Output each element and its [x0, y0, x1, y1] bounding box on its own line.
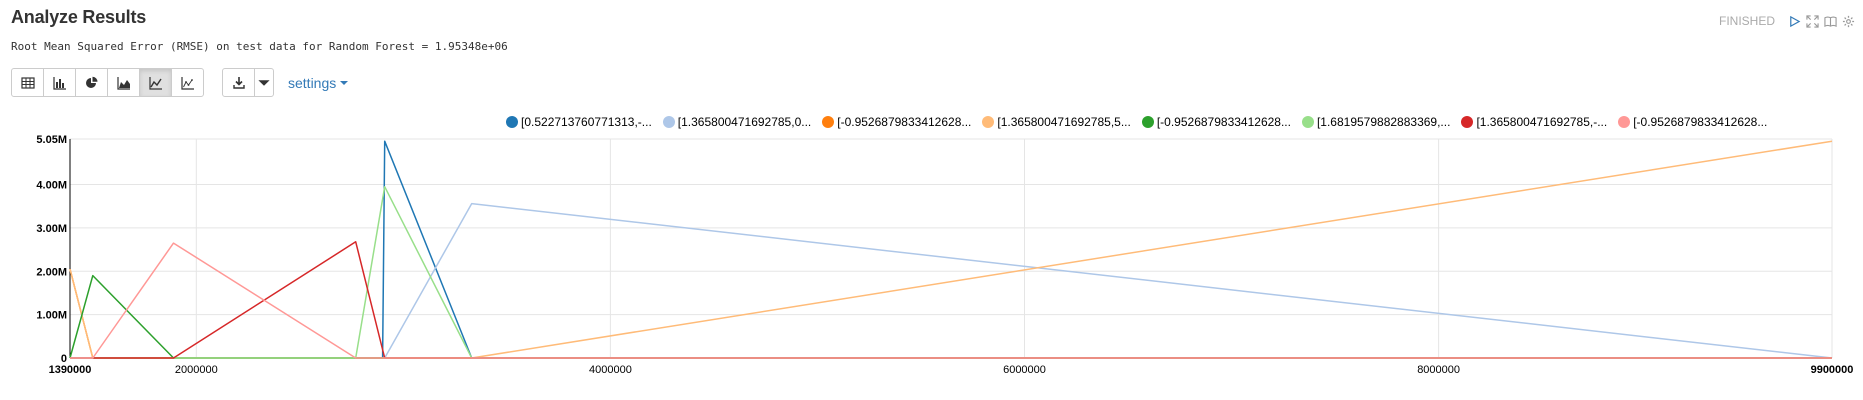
series-line-7	[70, 241, 1832, 359]
legend-label: [-0.9526879833412628...	[1633, 115, 1768, 129]
line-chart-button[interactable]	[139, 68, 172, 97]
scatter-chart-icon	[180, 76, 194, 90]
legend-dot-icon	[1461, 116, 1474, 128]
legend-item[interactable]: [1.365800471692785,0...	[662, 115, 812, 129]
legend-label: [-0.9526879833412628...	[837, 115, 972, 129]
paragraph-status-area: FINISHED	[1719, 14, 1855, 28]
download-button-group	[222, 68, 274, 97]
page-title: Analyze Results	[11, 7, 147, 27]
x-tick-label: 8000000	[1417, 364, 1460, 376]
download-icon	[232, 76, 245, 89]
legend-dot-icon	[1141, 116, 1154, 128]
y-tick-label: 4.00M	[36, 180, 67, 192]
y-tick-label: 5.05M	[36, 134, 67, 146]
y-tick-label: 0	[61, 353, 67, 365]
legend-dot-icon	[982, 116, 995, 128]
book-icon[interactable]	[1824, 15, 1837, 28]
legend-label: [1.6819579882883369,...	[1316, 115, 1451, 129]
line-chart-icon	[148, 76, 162, 90]
series-line-8	[70, 242, 1832, 359]
legend-item[interactable]: [-0.9526879833412628...	[822, 115, 971, 129]
area-chart-icon	[116, 76, 130, 90]
y-tick-label: 3.00M	[36, 223, 67, 235]
legend-dot-icon	[1618, 116, 1631, 128]
y-tick-label: 2.00M	[36, 266, 67, 278]
play-icon[interactable]	[1788, 15, 1801, 28]
scatter-chart-button[interactable]	[171, 68, 204, 97]
legend-item[interactable]: [-0.9526879833412628...	[1618, 115, 1767, 129]
legend-dot-icon	[662, 116, 675, 128]
area-chart-button[interactable]	[107, 68, 140, 97]
status-text: FINISHED	[1718, 14, 1775, 28]
series-line-6	[70, 185, 1832, 359]
legend-label: [1.365800471692785,0...	[677, 115, 812, 129]
table-view-button[interactable]	[11, 68, 44, 97]
expand-icon[interactable]	[1806, 14, 1819, 28]
x-tick-label: 9900000	[1811, 364, 1854, 376]
bar-chart-icon	[52, 76, 66, 90]
legend-dot-icon	[1301, 116, 1314, 128]
legend-item[interactable]: [-0.9526879833412628...	[1141, 115, 1291, 129]
series-line-4	[69, 140, 1833, 359]
chart-legend: [0.522713760771313,-... [1.36580047169278…	[506, 115, 1778, 129]
settings-label: settings	[288, 74, 337, 91]
legend-dot-icon	[822, 116, 835, 128]
rmse-output-text: Root Mean Squared Error (RMSE) on test d…	[11, 40, 508, 53]
bar-chart-button[interactable]	[43, 68, 76, 97]
chevron-down-icon	[340, 80, 349, 85]
x-tick-label: 6000000	[1003, 364, 1046, 376]
gear-icon[interactable]	[1842, 15, 1855, 28]
caret-down-icon	[258, 79, 270, 86]
series-line-1	[70, 140, 1832, 359]
x-tick-label: 1390000	[49, 364, 92, 376]
pie-chart-icon	[85, 76, 97, 88]
legend-label: [-0.9526879833412628...	[1156, 115, 1291, 129]
legend-dot-icon	[506, 116, 518, 128]
chart-type-button-group	[11, 68, 204, 97]
legend-item[interactable]: [1.365800471692785,5...	[982, 115, 1131, 129]
chart-toolbar: settings	[11, 68, 349, 97]
legend-item[interactable]: [1.365800471692785,-...	[1461, 115, 1607, 129]
legend-item[interactable]: [1.6819579882883369,...	[1301, 115, 1451, 129]
y-tick-label: 1.00M	[36, 310, 67, 322]
x-tick-label: 2000000	[175, 364, 218, 376]
series-line-2	[70, 202, 1833, 359]
legend-label: [1.365800471692785,-...	[1476, 115, 1608, 129]
legend-label: [0.522713760771313,-...	[521, 115, 652, 129]
series-line-5	[69, 274, 1832, 359]
x-tick-label: 4000000	[589, 364, 632, 376]
download-dropdown-button[interactable]	[254, 68, 274, 97]
pie-chart-button[interactable]	[75, 68, 108, 97]
legend-label: [1.365800471692785,5...	[997, 115, 1131, 129]
table-icon	[20, 76, 35, 89]
legend-item[interactable]: [0.522713760771313,-...	[506, 115, 652, 129]
settings-dropdown[interactable]: settings	[288, 74, 349, 91]
